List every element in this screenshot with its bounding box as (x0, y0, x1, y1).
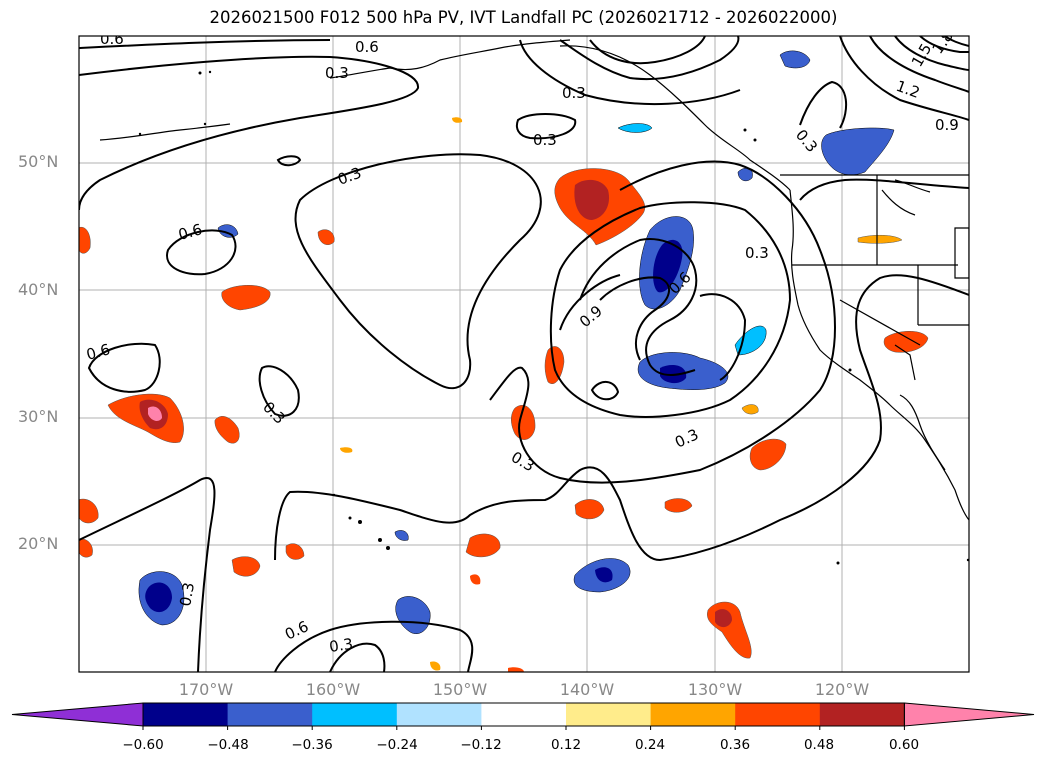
contour-label: 0.6 (176, 220, 204, 244)
lon-tick-label: 170°W (178, 680, 234, 699)
colorbar-segment (819, 703, 905, 726)
colorbar-tick-label: 0.48 (803, 737, 835, 753)
islands (138, 70, 969, 565)
colorbar-tick-label: 0.12 (550, 737, 582, 753)
lon-tick-label: 150°W (432, 680, 488, 699)
lon-tick-label: 160°W (305, 680, 361, 699)
colorbar-tick-label: 0.24 (634, 737, 666, 753)
contour-label: 0.6 (84, 340, 112, 364)
contour-label: 0.9 (935, 116, 959, 134)
contour-label: 0.6 (100, 30, 124, 48)
contour-label: 0.3 (562, 84, 586, 102)
colorbar-tick-label: −0.24 (376, 737, 418, 753)
colorbar-segment (650, 703, 736, 726)
colorbar (11, 702, 1035, 730)
colorbar-tick-label: −0.48 (207, 737, 249, 753)
colorbar-segment (735, 703, 821, 726)
colorbar-extend-low (11, 702, 144, 727)
contour-label: 0.3 (328, 635, 354, 656)
ivt-pc-fill (79, 50, 929, 672)
contour-label: 0.3 (792, 126, 821, 156)
colorbar-outline (142, 702, 905, 727)
colorbar-tick-label: −0.12 (460, 737, 502, 753)
contour-label: 0.3 (176, 581, 198, 608)
contour-labels: 0.6 0.3 0.6 0.3 1.5 1.2 1.8 0.3 0.9 0.3 … (84, 30, 959, 656)
lon-tick-label: 140°W (559, 680, 615, 699)
gridlines (79, 36, 969, 672)
colorbar-segment (481, 703, 567, 726)
contour-label: 0.3 (672, 425, 701, 451)
contour-label: 0.3 (325, 64, 349, 82)
lat-tick-label: 50°N (18, 152, 59, 171)
figure-title: 2026021500 F012 500 hPa PV, IVT Landfall… (209, 8, 838, 27)
lat-tick-label: 40°N (18, 280, 59, 299)
pv-contours (79, 36, 969, 672)
lon-tick-label: 120°W (814, 680, 870, 699)
lat-tick-label: 20°N (18, 534, 59, 553)
lon-tick-label: 130°W (687, 680, 743, 699)
colorbar-segment (396, 703, 482, 726)
coastlines (99, 39, 969, 521)
colorbar-segment (227, 703, 313, 726)
colorbar-segment (312, 703, 398, 726)
colorbar-tick-label: 0.60 (888, 737, 920, 753)
colorbar-tick-label: −0.36 (291, 737, 333, 753)
lat-tick-label: 30°N (18, 407, 59, 426)
colorbar-segment (566, 703, 652, 726)
contour-label: 0.9 (576, 302, 606, 331)
colorbar-tick-label: −0.60 (122, 737, 164, 753)
map-frame (78, 35, 970, 673)
contour-label: 0.3 (335, 164, 364, 189)
contour-label: 0.3 (259, 398, 289, 428)
contour-label: 0.3 (745, 244, 769, 262)
contour-label: 0.3 (533, 131, 557, 149)
contour-label: 0.6 (355, 38, 379, 56)
contour-label: 0.3 (508, 448, 538, 476)
colorbar-extend-high (903, 702, 1035, 727)
colorbar-segment (143, 703, 229, 726)
colorbar-tick-label: 0.36 (719, 737, 751, 753)
